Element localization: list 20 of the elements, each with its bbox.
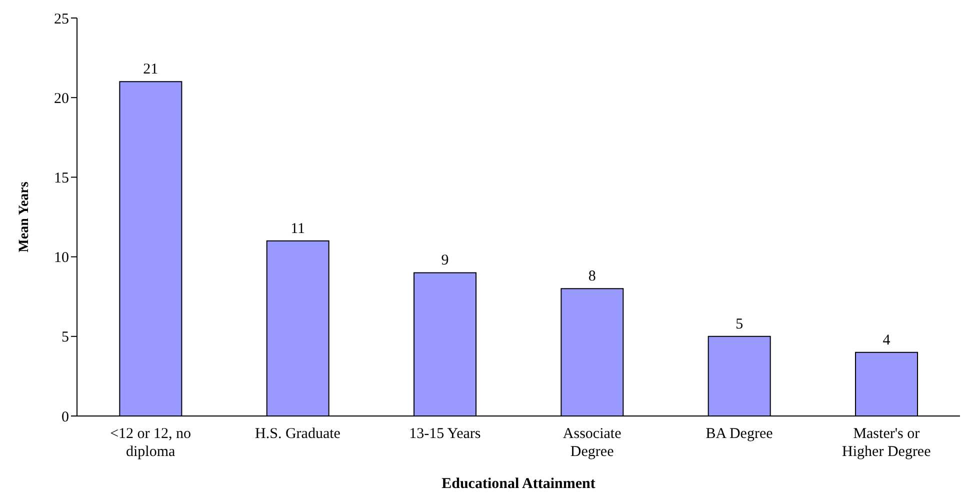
y-tick-label: 10 <box>54 250 69 266</box>
data-label: 11 <box>290 220 306 237</box>
x-axis-title: Educational Attainment <box>442 476 596 492</box>
data-label: 9 <box>441 252 449 269</box>
x-tick-label: Associate Degree <box>562 426 622 460</box>
x-tick-label: <12 or 12, no diploma <box>110 426 192 460</box>
x-tick-label: Master's or Higher Degree <box>842 426 932 460</box>
y-tick-label: 20 <box>54 90 69 107</box>
x-tick-label: 13-15 Years <box>409 426 481 442</box>
y-tick-label: 15 <box>54 170 69 187</box>
x-tick-label: BA Degree <box>706 426 774 442</box>
y-axis-title: Mean Years <box>16 181 32 252</box>
y-tick-label: 25 <box>54 11 69 28</box>
y-tick-label: 0 <box>62 409 69 426</box>
data-label: 21 <box>143 62 158 78</box>
data-label: 5 <box>736 316 744 332</box>
y-tick-label: 5 <box>62 330 69 346</box>
data-label: 4 <box>882 332 891 348</box>
x-tick-label: H.S. Graduate <box>255 426 341 442</box>
data-label: 8 <box>588 268 596 285</box>
